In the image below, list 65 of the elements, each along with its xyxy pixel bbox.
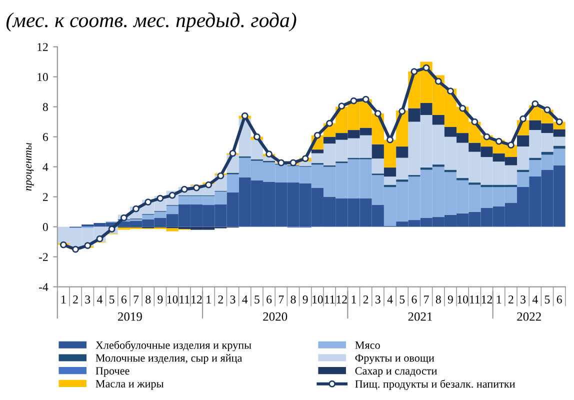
x-tick-label: 4 [387, 296, 393, 304]
x-tick-label: 6 [266, 296, 272, 304]
text: 2020 [263, 312, 288, 321]
x-tick-label: 3 [85, 296, 90, 304]
x-tick-label: 5 [110, 296, 114, 304]
x-tick-label: 9 [158, 296, 163, 304]
x-tick-label: 12 [192, 296, 202, 304]
x-tick-label: 4 [97, 296, 102, 304]
legend-label: Прочее [96, 367, 130, 377]
legend-label: Молочные изделия, сыр и яйца [96, 354, 242, 364]
x-tick-label: 8 [146, 295, 151, 304]
x-tick-label: 2 [363, 296, 368, 304]
x-tick-label: 3 [520, 296, 526, 304]
x-tick-label: 11 [470, 296, 480, 304]
text: 2021 [408, 312, 432, 321]
x-tick-label: 5 [254, 296, 260, 304]
legend-label: Фрукты и овощи [355, 354, 434, 364]
x-tick-label: 2 [218, 296, 223, 304]
x-tick-label: 3 [230, 296, 236, 304]
x-tick-label: 9 [448, 296, 453, 304]
legend-label: Пищ. продукты и безалк. напитки [355, 380, 516, 390]
y-tick-label: 10 [38, 73, 48, 82]
x-tick-label: 1 [496, 296, 502, 304]
x-tick-label: 11 [324, 296, 335, 304]
x-tick-label: 5 [544, 296, 550, 304]
x-tick-label: 12 [482, 296, 492, 304]
y-tick-label: 6 [42, 133, 48, 142]
x-tick-label: 8 [436, 295, 441, 304]
text: 2022 [517, 312, 541, 321]
x-tick-label: 1 [206, 296, 211, 304]
x-tick-label: 6 [121, 296, 127, 304]
x-tick-label: 10 [458, 295, 468, 304]
x-tick-label: 6 [556, 296, 562, 304]
y-axis-title: проценты [26, 142, 34, 191]
x-tick-label: 10 [312, 295, 323, 304]
legend-label: Хлебобулочные изделия и крупы [96, 340, 252, 352]
x-tick-label: 7 [278, 296, 284, 304]
x-tick-label: 3 [376, 296, 380, 304]
y-tick-label: -4 [38, 283, 48, 291]
text: 2019 [118, 312, 142, 321]
y-tick-label: 4 [42, 163, 48, 171]
y-tick-label: 2 [42, 193, 48, 201]
y-tick-label: -2 [38, 253, 48, 261]
x-tick-label: 1 [62, 296, 66, 304]
x-tick-label: 12 [336, 296, 347, 304]
x-tick-label: 1 [352, 296, 356, 304]
x-tick-label: 4 [532, 296, 538, 304]
x-tick-label: 10 [167, 295, 178, 304]
chart-subtitle: (мес. к соотв. мес. предыд. года) [6, 12, 296, 32]
x-tick-label: 9 [302, 296, 308, 304]
x-tick-label: 2 [73, 296, 78, 304]
x-tick-label: 7 [134, 296, 139, 304]
x-tick-label: 11 [180, 296, 190, 304]
x-tick-label: 8 [290, 295, 296, 304]
legend-label: Сахар и сладости [355, 367, 437, 377]
y-tick-label: 8 [42, 103, 48, 112]
x-tick-label: 6 [412, 296, 417, 304]
x-tick-label: 7 [424, 296, 429, 304]
x-tick-label: 4 [242, 296, 248, 304]
y-tick-label: 12 [38, 43, 48, 51]
legend-label: Мясо [355, 341, 380, 349]
y-tick-label: 0 [42, 223, 48, 232]
legend-label: Масла и жиры [96, 380, 164, 390]
x-tick-label: 2 [508, 296, 514, 304]
x-tick-label: 5 [400, 296, 405, 304]
